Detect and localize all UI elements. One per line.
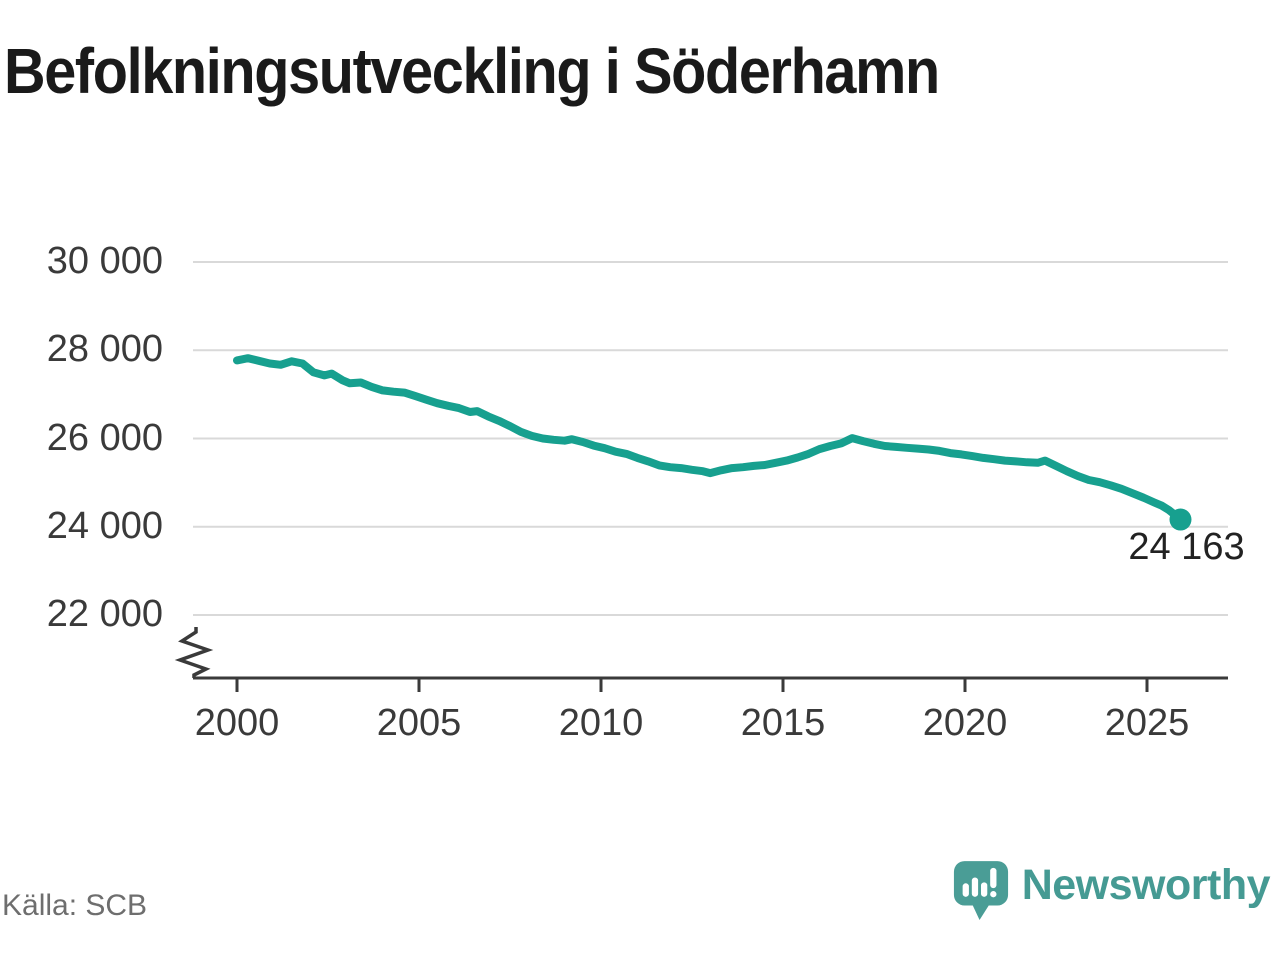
x-tick-label: 2005 (376, 702, 462, 744)
x-tick-label: 2020 (922, 702, 1008, 744)
y-tick-label: 30 000 (46, 240, 163, 282)
y-tick-label: 24 000 (46, 504, 163, 547)
y-tick-label: 28 000 (46, 328, 163, 371)
axis-break-icon (174, 627, 214, 678)
y-tick-label: 26 000 (46, 416, 163, 459)
x-tick-label: 2000 (194, 702, 280, 744)
speech-bubble-bar-chart-icon (953, 861, 1008, 921)
newsworthy-logo: Newsworthy (952, 860, 1271, 924)
x-tick-label: 2025 (1104, 702, 1190, 744)
x-tick-label: 2015 (740, 702, 826, 744)
last-value-label: 24 163 (1128, 525, 1245, 568)
x-tick-label: 2010 (558, 702, 644, 744)
chart-title: Befolkningsutveckling i Söderhamn (4, 35, 940, 107)
source-note: Källa: SCB (2, 889, 148, 922)
y-tick-label: 22 000 (46, 593, 163, 635)
population-line (233, 354, 1185, 524)
last-point-marker (1169, 508, 1192, 531)
newsworthy-wordmark: Newsworthy (1021, 860, 1271, 909)
